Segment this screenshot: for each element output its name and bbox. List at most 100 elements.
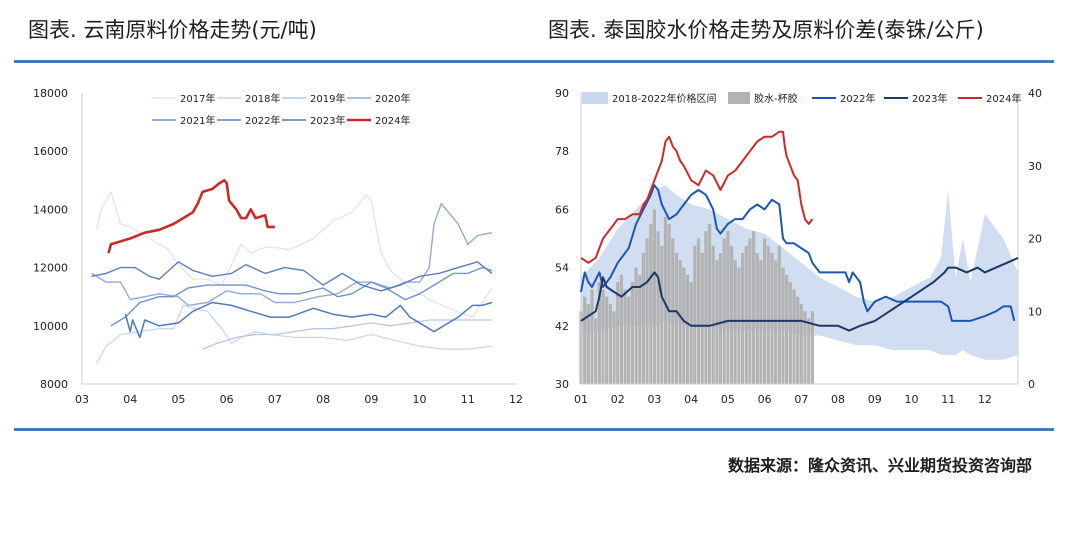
left-series-line <box>91 202 493 307</box>
spread-bar <box>807 318 811 384</box>
spread-bar <box>752 231 756 384</box>
spread-bar <box>656 231 660 384</box>
spread-bar <box>722 238 726 384</box>
spread-bar <box>792 289 796 384</box>
left-series-line <box>202 319 492 350</box>
spread-bar <box>667 223 671 384</box>
spread-bar <box>597 282 601 384</box>
right-y-tick-label: 66 <box>555 203 569 216</box>
left-legend-label: 2024年 <box>375 114 410 127</box>
data-source-note: 数据来源：隆众资讯、兴业期货投资咨询部 <box>727 456 1032 475</box>
spread-bar <box>645 238 649 384</box>
right-x-tick-label: 02 <box>611 393 625 406</box>
spread-bar <box>660 245 664 384</box>
legend-band-swatch <box>582 92 608 104</box>
left-x-tick-label: 03 <box>75 393 89 406</box>
right-x-tick-label: 05 <box>721 393 735 406</box>
spread-bar <box>715 260 719 384</box>
left-y-tick-label: 14000 <box>33 203 68 216</box>
right-legend-label: 2024年 <box>986 92 1021 105</box>
spread-bar <box>623 289 627 384</box>
spread-bar <box>634 267 638 384</box>
top-divider <box>14 60 1054 63</box>
spread-bar <box>663 216 668 384</box>
bottom-divider <box>14 428 1054 431</box>
spread-bar <box>652 209 656 384</box>
spread-bar <box>700 253 704 384</box>
left-chart-title: 图表. 云南原料价格走势(元/吨) <box>28 18 317 42</box>
left-series-line <box>95 304 492 364</box>
spread-bar <box>605 296 609 384</box>
left-legend-label: 2022年 <box>245 114 280 127</box>
spread-bar <box>766 245 770 384</box>
left-y-tick-label: 18000 <box>33 87 68 100</box>
left-series-line <box>110 266 493 327</box>
right-y-tick-label: 78 <box>555 145 569 158</box>
left-x-tick-label: 09 <box>364 393 378 406</box>
left-x-tick-label: 07 <box>268 393 282 406</box>
spread-bar <box>641 253 645 384</box>
spread-bar <box>774 260 778 384</box>
spread-bar <box>755 253 759 384</box>
spread-bar <box>649 223 653 384</box>
left-x-tick-label: 08 <box>316 393 330 406</box>
legend-bar-swatch <box>728 92 750 104</box>
left-x-tick-label: 05 <box>171 393 185 406</box>
spread-bar <box>759 260 763 384</box>
right-chart-title: 图表. 泰国胶水价格走势及原料价差(泰铢/公斤) <box>548 18 984 42</box>
left-legend-label: 2021年 <box>180 114 215 127</box>
right-x-tick-label: 04 <box>684 393 698 406</box>
right-legend-label: 2022年 <box>840 92 875 105</box>
spread-bar <box>796 296 800 384</box>
spread-bar <box>737 267 741 384</box>
left-series-line <box>124 301 493 339</box>
right-x-tick-label: 06 <box>758 393 772 406</box>
left-legend-label: 2017年 <box>180 92 215 105</box>
left-y-tick-label: 10000 <box>33 320 68 333</box>
spread-bar <box>781 267 785 384</box>
left-y-tick-label: 8000 <box>40 378 68 391</box>
yunnan-price-chart: 8000 10000 12000 14000 16000 18000 03 04 05 06 07 0… <box>33 87 523 406</box>
left-legend-label: 2020年 <box>375 92 410 105</box>
right-y2-tick-label: 30 <box>1028 160 1042 173</box>
left-legend-label: 2018年 <box>245 92 280 105</box>
spread-bar <box>718 253 723 384</box>
right-y2-tick-label: 20 <box>1028 233 1042 246</box>
spread-bar <box>627 296 631 384</box>
right-y2-tick-label: 0 <box>1028 378 1035 391</box>
left-legend-label: 2023年 <box>310 114 345 127</box>
left-legend-label: 2019年 <box>310 92 345 105</box>
spread-bar <box>638 274 642 384</box>
left-x-tick-label: 12 <box>509 393 523 406</box>
right-y-tick-label: 54 <box>555 262 569 275</box>
spread-bar <box>777 245 781 384</box>
spread-bar <box>763 238 767 384</box>
spread-bar <box>594 318 598 384</box>
right-y-tick-label: 42 <box>555 320 569 333</box>
spread-bar <box>689 282 693 384</box>
spread-bar <box>704 231 708 384</box>
spread-bar <box>612 311 616 385</box>
right-x-tick-label: 01 <box>574 393 588 406</box>
right-x-tick-label: 12 <box>978 393 992 406</box>
right-legend-label: 2023年 <box>912 92 947 105</box>
left-x-tick-label: 06 <box>220 393 234 406</box>
spread-bar <box>799 304 803 384</box>
legend-band-label: 2018-2022年价格区间 <box>612 92 717 105</box>
right-x-tick-label: 09 <box>868 393 882 406</box>
spread-bar <box>674 253 679 384</box>
spread-bar <box>803 311 807 385</box>
left-x-tick-label: 04 <box>123 393 137 406</box>
spread-bar <box>630 282 634 384</box>
spread-bar <box>711 245 715 384</box>
left-series-line <box>91 261 493 292</box>
left-series-line <box>107 179 275 254</box>
left-y-tick-label: 12000 <box>33 262 68 275</box>
spread-bar <box>678 260 682 384</box>
spread-bar <box>707 223 712 384</box>
right-series-line <box>580 184 1016 322</box>
spread-bar <box>744 245 748 384</box>
spread-bar <box>608 304 612 384</box>
left-x-tick-label: 10 <box>413 393 427 406</box>
legend-bar-label: 胶水-杯胶 <box>754 92 798 105</box>
